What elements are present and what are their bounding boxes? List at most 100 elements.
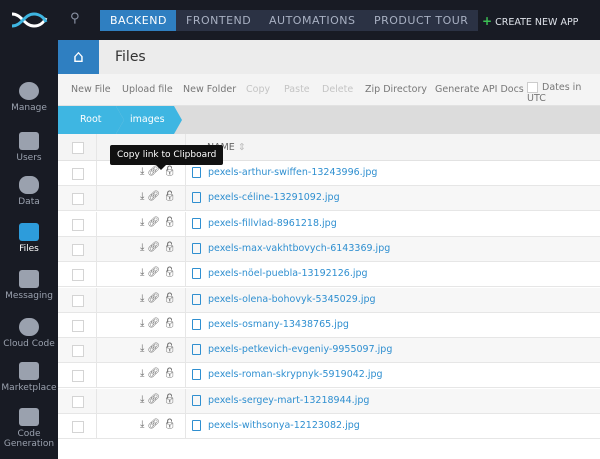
download-icon[interactable]: ⤓ — [140, 267, 148, 279]
lock-icon[interactable]: 🔓︎ — [163, 292, 179, 304]
lock-icon[interactable]: 🔓︎ — [163, 419, 179, 430]
new-file-button[interactable]: New File — [71, 84, 111, 95]
link-icon[interactable]: 🔗︎ — [147, 292, 164, 304]
sidebar-item-messaging[interactable]: Messaging — [0, 270, 58, 301]
row-checkbox[interactable] — [72, 168, 84, 180]
download-icon[interactable]: ⤓ — [140, 191, 148, 203]
delete-button[interactable]: Delete — [322, 84, 354, 95]
row-checkbox[interactable] — [72, 421, 84, 433]
select-all-checkbox[interactable] — [72, 142, 84, 154]
link-icon[interactable]: 🔗︎ — [147, 241, 164, 253]
sidebar-label: Cloud Code — [3, 339, 55, 349]
sidebar-label: Data — [18, 197, 40, 207]
lock-icon[interactable]: 🔓︎ — [163, 216, 179, 228]
checkbox[interactable] — [527, 82, 538, 93]
row-checkbox[interactable] — [72, 294, 84, 307]
lock-icon[interactable]: 🔓︎ — [163, 241, 179, 253]
download-icon[interactable]: ⤓ — [140, 368, 148, 380]
row-checkbox[interactable] — [72, 243, 84, 256]
link-icon[interactable]: 🔗︎ — [147, 191, 164, 203]
home-button[interactable]: ⌂ — [58, 40, 99, 74]
file-name-link[interactable]: pexels-petkevich-evgeniy-9955097.jpg — [208, 344, 393, 356]
file-name-link[interactable]: pexels-withsonya-12123082.jpg — [208, 420, 360, 431]
row-checkbox[interactable] — [72, 193, 84, 206]
breadcrumb-images[interactable]: images — [116, 106, 182, 134]
paste-button[interactable]: Paste — [284, 84, 310, 95]
cloud-code-icon — [19, 318, 39, 336]
download-icon[interactable]: ⤓ — [140, 317, 148, 329]
row-checkbox[interactable] — [72, 370, 84, 383]
lock-icon[interactable]: 🔓︎ — [163, 267, 179, 279]
zip-directory-button[interactable]: Zip Directory — [365, 84, 427, 95]
download-icon[interactable]: ⤓ — [140, 292, 148, 304]
new-folder-button[interactable]: New Folder — [183, 84, 237, 95]
sidebar-item-users[interactable]: Users — [0, 132, 58, 163]
file-name-link[interactable]: pexels-olena-bohovyk-5345029.jpg — [208, 293, 376, 305]
row-checkbox[interactable] — [72, 218, 84, 231]
row-checkbox[interactable] — [72, 395, 84, 408]
row-actions: ⤓🔗︎🔓︎ — [140, 191, 179, 202]
file-icon — [192, 344, 201, 356]
tab-automations[interactable]: AUTOMATIONS — [259, 10, 366, 31]
file-name-link[interactable]: pexels-céline-13291092.jpg — [208, 192, 340, 204]
file-name-link[interactable]: pexels-fillvlad-8961218.jpg — [208, 217, 337, 229]
row-checkbox[interactable] — [72, 269, 84, 282]
table-row: ⤓🔗︎🔓︎ pexels-arthur-swiffen-13243996.jpg — [58, 161, 600, 186]
gear-icon — [19, 82, 39, 100]
file-name-link[interactable]: pexels-nöel-puebla-13192126.jpg — [208, 268, 368, 280]
table-row: ⤓🔗︎🔓︎ pexels-max-vakhtbovych-6143369.jpg — [58, 236, 600, 262]
sort-icon[interactable]: ⇕ — [237, 142, 246, 153]
create-new-app-button[interactable]: + CREATE NEW APP — [482, 14, 578, 28]
row-checkbox[interactable] — [72, 345, 84, 358]
link-icon[interactable]: 🔗︎ — [147, 368, 164, 380]
upload-file-button[interactable]: Upload file — [122, 84, 173, 95]
sidebar-item-data[interactable]: Data — [0, 176, 58, 207]
sidebar-label: Manage — [11, 103, 47, 113]
lock-icon[interactable]: 🔓︎ — [163, 368, 179, 380]
file-name-link[interactable]: pexels-sergey-mart-13218944.jpg — [208, 394, 370, 406]
lock-icon[interactable]: 🔓︎ — [163, 317, 179, 329]
link-icon[interactable]: 🔗︎ — [147, 393, 164, 405]
tab-backend[interactable]: BACKEND — [100, 10, 177, 31]
file-name-link[interactable]: pexels-roman-skrypnyk-5919042.jpg — [208, 369, 383, 381]
home-icon: ⌂ — [73, 47, 84, 67]
search-icon[interactable]: ⚲ — [70, 11, 80, 26]
download-icon[interactable]: ⤓ — [140, 393, 148, 405]
sidebar-item-manage[interactable]: Manage — [0, 82, 58, 113]
generate-api-docs-button[interactable]: Generate API Docs — [435, 84, 524, 95]
table-row: ⤓🔗︎🔓︎ pexels-sergey-mart-13218944.jpg — [58, 388, 600, 414]
file-name-link[interactable]: pexels-max-vakhtbovych-6143369.jpg — [208, 242, 391, 254]
link-icon[interactable]: 🔗︎ — [147, 216, 164, 228]
file-icon — [192, 268, 201, 280]
sidebar-item-cloud-code[interactable]: Cloud Code — [0, 318, 58, 349]
lock-icon[interactable]: 🔓︎ — [163, 343, 179, 355]
download-icon[interactable]: ⤓ — [140, 241, 148, 253]
download-icon[interactable]: ⤓ — [140, 419, 148, 430]
link-icon[interactable]: 🔗︎ — [147, 317, 164, 329]
lock-icon[interactable]: 🔓︎ — [163, 393, 179, 405]
sidebar-label: Marketplace — [1, 383, 57, 393]
download-icon[interactable]: ⤓ — [140, 166, 148, 177]
link-icon[interactable]: 🔗︎ — [147, 343, 164, 355]
copy-button[interactable]: Copy — [246, 84, 271, 95]
tab-frontend[interactable]: FRONTEND — [176, 10, 262, 31]
sidebar-item-marketplace[interactable]: Marketplace — [0, 362, 58, 393]
sidebar-item-code-generation[interactable]: Code Generation — [0, 408, 58, 449]
dates-utc-checkbox[interactable]: Dates in UTC — [527, 82, 600, 104]
lock-icon[interactable]: 🔓︎ — [163, 191, 179, 203]
table-row: ⤓🔗︎🔓︎ pexels-nöel-puebla-13192126.jpg — [58, 262, 600, 288]
link-icon[interactable]: 🔗︎ — [147, 267, 164, 279]
file-icon — [192, 192, 201, 204]
tab-product-tour[interactable]: PRODUCT TOUR — [364, 10, 479, 31]
row-checkbox[interactable] — [72, 319, 84, 332]
download-icon[interactable]: ⤓ — [140, 216, 148, 228]
file-name-link[interactable]: pexels-arthur-swiffen-13243996.jpg — [208, 167, 378, 178]
breadcrumb-root[interactable]: Root — [58, 106, 124, 134]
sidebar-item-files[interactable]: Files — [0, 223, 58, 254]
folder-icon — [19, 223, 39, 241]
download-icon[interactable]: ⤓ — [140, 343, 148, 355]
file-name-link[interactable]: pexels-osmany-13438765.jpg — [208, 318, 349, 330]
link-icon[interactable]: 🔗︎ — [147, 166, 164, 177]
link-icon[interactable]: 🔗︎ — [147, 419, 164, 430]
lock-icon[interactable]: 🔓︎ — [163, 166, 179, 177]
